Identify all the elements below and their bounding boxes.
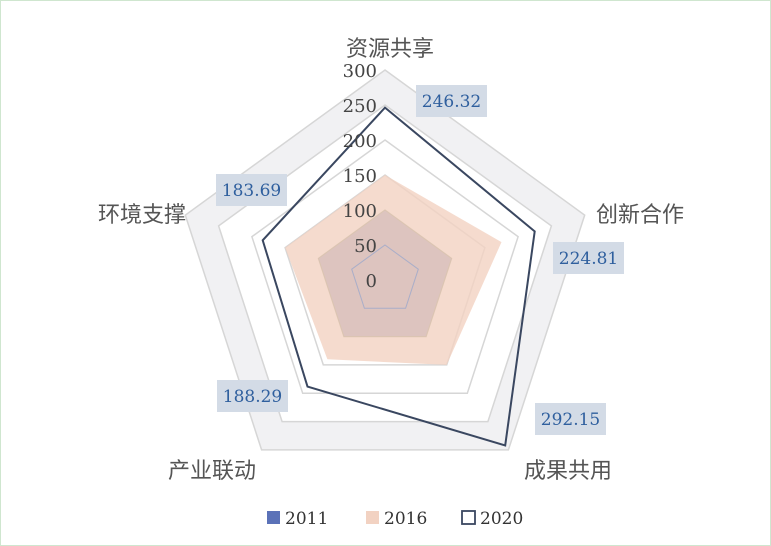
grid-ring-200 bbox=[251, 139, 519, 395]
svg-text:188.29: 188.29 bbox=[223, 387, 282, 407]
data-label-5: 183.69 bbox=[216, 174, 287, 206]
svg-text:292.15: 292.15 bbox=[541, 410, 600, 430]
data-label-1: 246.32 bbox=[416, 85, 487, 117]
legend-item-2011: 2011 bbox=[267, 509, 328, 529]
axis-label-3: 成果共用 bbox=[524, 459, 612, 484]
tick-label-300: 300 bbox=[343, 61, 377, 82]
series-2016 bbox=[285, 175, 502, 365]
tick-label-200: 200 bbox=[343, 131, 377, 152]
axis-label-4: 产业联动 bbox=[168, 459, 256, 484]
axis-label-5: 环境支撑 bbox=[98, 203, 186, 228]
data-label-3: 292.15 bbox=[535, 403, 606, 435]
svg-text:2020: 2020 bbox=[480, 509, 523, 529]
tick-label-100: 100 bbox=[343, 201, 377, 222]
series-layer bbox=[261, 106, 536, 447]
axis-label-1: 资源共享 bbox=[346, 37, 434, 62]
data-labels: 246.32 224.81 292.15 188.29 183.69 bbox=[216, 85, 624, 435]
tick-label-0: 0 bbox=[366, 271, 377, 292]
legend: 2011 2016 2020 bbox=[267, 509, 523, 529]
series-2020 bbox=[261, 106, 536, 447]
svg-text:224.81: 224.81 bbox=[559, 249, 618, 269]
svg-text:183.69: 183.69 bbox=[222, 181, 281, 201]
tick-label-50: 50 bbox=[354, 236, 377, 257]
data-label-4: 188.29 bbox=[217, 380, 288, 412]
tick-label-150: 150 bbox=[343, 166, 377, 187]
data-label-2: 224.81 bbox=[553, 242, 624, 274]
grid-ring-overlay-50 bbox=[351, 244, 419, 309]
svg-text:2011: 2011 bbox=[285, 509, 328, 529]
svg-text:246.32: 246.32 bbox=[422, 92, 481, 112]
svg-text:2016: 2016 bbox=[384, 509, 427, 529]
tick-label-250: 250 bbox=[343, 96, 377, 117]
axis-label-2: 创新合作 bbox=[596, 203, 684, 228]
legend-item-2020: 2020 bbox=[461, 509, 523, 529]
radial-tick-labels: 0 50 100 150 200 250 300 bbox=[343, 61, 377, 292]
legend-item-2016: 2016 bbox=[366, 509, 427, 529]
